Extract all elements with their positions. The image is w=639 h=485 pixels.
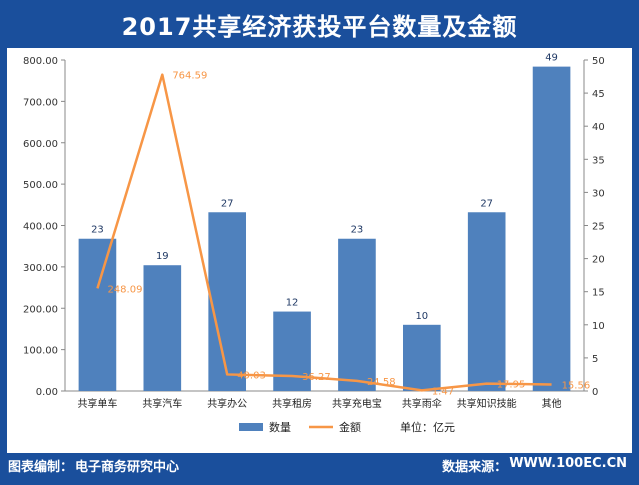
y-right-tick-label: 10 <box>592 321 605 332</box>
y-left-tick-label: 0.00 <box>36 387 58 398</box>
bar-value-label: 27 <box>480 198 493 209</box>
legend-label-bar: 数量 <box>269 421 291 434</box>
bar-value-label: 23 <box>91 225 104 236</box>
y-right-tick-label: 15 <box>592 288 605 299</box>
line-series-amount <box>96 73 552 392</box>
bar <box>402 324 441 391</box>
x-tick-label: 其他 <box>542 397 562 410</box>
y-left-tick-label: 100.00 <box>23 346 58 357</box>
bar <box>467 212 506 391</box>
y-right-tick-label: 35 <box>592 155 605 166</box>
bar-value-label: 12 <box>286 298 299 309</box>
footer-compiler: 图表编制： 电子商务研究中心 <box>8 456 179 475</box>
bar-value-label: 49 <box>545 53 558 64</box>
x-tick-label: 共享租房 <box>272 397 312 410</box>
y-right-tick-label: 25 <box>592 222 605 233</box>
y-left-tick-label: 200.00 <box>23 304 58 315</box>
plot-panel: 0.00 100.00 200.00 300.00 400.00 500.00 600.00… <box>7 48 632 453</box>
chart-svg: 0.00 100.00 200.00 300.00 400.00 500.00 600.00… <box>23 53 605 434</box>
legend: 数量 金额 单位：亿元 <box>239 420 455 434</box>
x-tick-label: 共享汽车 <box>142 397 182 410</box>
y-right-tick-label: 50 <box>592 56 605 67</box>
y-right-tick-label: 0 <box>592 387 598 398</box>
bar <box>338 238 376 391</box>
bar-value-label: 23 <box>351 225 364 236</box>
chart-title: 2017共享经济获投平台数量及金额 <box>121 12 518 41</box>
labels-group: 23 19 27 12 23 10 27 49 248.09 764.59 40.03 36.27 24… <box>91 53 590 398</box>
line-value-label: 764.59 <box>172 71 207 82</box>
bar <box>143 265 182 391</box>
y-right-tick-label: 30 <box>592 188 605 199</box>
y-right-tick-label: 40 <box>592 122 605 133</box>
legend-label-line: 金额 <box>339 420 361 434</box>
y-left-tick-label: 700.00 <box>23 97 58 108</box>
footer-source: 数据来源： WWW.100EC.CN <box>442 456 627 475</box>
bar <box>532 66 571 392</box>
axes-group: 0.00 100.00 200.00 300.00 400.00 500.00 600.00… <box>23 56 605 410</box>
y-right-tick-label: 45 <box>592 89 605 100</box>
line-group <box>96 73 552 392</box>
x-tick-label: 共享充电宝 <box>332 397 382 410</box>
x-tick-label: 共享办公 <box>207 397 247 410</box>
y-left-tick-label: 500.00 <box>23 180 58 191</box>
unit-note: 单位：亿元 <box>400 420 455 434</box>
line-value-label: 40.03 <box>237 370 266 381</box>
footer-compiler-value: 电子商务研究中心 <box>75 460 180 475</box>
footer-compiler-label: 图表编制： <box>8 460 74 475</box>
bar <box>208 212 247 391</box>
footer-source-label: 数据来源： <box>442 460 508 475</box>
bar-value-label: 27 <box>221 198 234 209</box>
legend-swatch-bar <box>239 423 263 431</box>
y-left-tick-label: 300.00 <box>23 263 58 274</box>
line-value-label: 1.47 <box>432 386 454 397</box>
y-left-tick-label: 800.00 <box>23 56 58 67</box>
bar <box>78 238 117 391</box>
y-right-tick-label: 5 <box>592 354 598 365</box>
y-right-tick-label: 20 <box>592 255 605 266</box>
y-left-tick-label: 600.00 <box>23 139 58 150</box>
x-tick-label: 共享知识技能 <box>457 397 517 410</box>
bar-value-label: 19 <box>156 251 169 262</box>
title-bar: 2017共享经济获投平台数量及金额 <box>0 0 639 48</box>
line-value-label: 36.27 <box>302 372 331 383</box>
footer-source-value: WWW.100EC.CN <box>509 456 627 471</box>
x-tick-label: 共享单车 <box>77 397 117 410</box>
line-value-label: 15.56 <box>562 381 591 392</box>
bars-group <box>78 66 571 392</box>
line-value-label: 248.09 <box>107 284 142 295</box>
line-value-label: 24.58 <box>367 377 396 388</box>
x-tick-label: 共享雨伞 <box>402 397 442 410</box>
y-left-tick-label: 400.00 <box>23 222 58 233</box>
bar-value-label: 10 <box>415 311 428 322</box>
line-value-label: 17.95 <box>497 380 526 391</box>
